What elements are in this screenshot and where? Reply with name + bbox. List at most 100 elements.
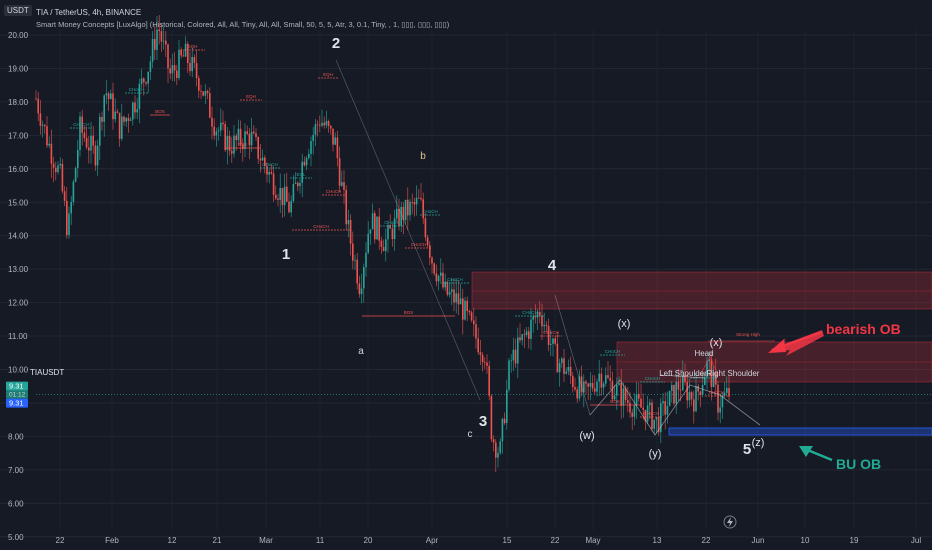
candle-body bbox=[426, 237, 429, 246]
candle-body bbox=[547, 325, 550, 345]
candle-body bbox=[44, 124, 46, 127]
candle-body bbox=[407, 199, 409, 216]
structure-label: CHoCH bbox=[129, 87, 145, 92]
candle-body bbox=[116, 111, 119, 113]
bullish-ob-label: BU OB bbox=[836, 456, 881, 472]
lightning-icon-bolt bbox=[727, 517, 733, 527]
candle-body bbox=[72, 181, 75, 202]
candle-body bbox=[657, 417, 660, 433]
wave-label-4: 4 bbox=[548, 257, 557, 274]
candle-body bbox=[719, 407, 721, 413]
candle-body bbox=[365, 252, 367, 268]
candle-body bbox=[77, 150, 79, 169]
wave-lines bbox=[335, 59, 761, 436]
candle-body bbox=[68, 213, 70, 236]
candle-body bbox=[391, 228, 394, 240]
symbol-legend[interactable]: TIA / TetherUS, 4h, BINANCE bbox=[36, 8, 142, 17]
price-axis[interactable]: 20.00 19.00 18.00 17.00 16.00 15.00 14.00 13.00… bbox=[6, 31, 29, 542]
price-tick-label: 13.00 bbox=[8, 265, 29, 274]
candle-body bbox=[321, 122, 323, 126]
candle-body bbox=[57, 165, 59, 173]
candle-body bbox=[569, 366, 572, 376]
time-tick-label: 20 bbox=[364, 536, 373, 545]
candle-body bbox=[563, 358, 565, 374]
candle-body bbox=[440, 272, 442, 276]
candle-body bbox=[110, 93, 112, 99]
candle-body bbox=[169, 68, 171, 74]
candle-body bbox=[220, 122, 222, 131]
candle-body bbox=[371, 213, 374, 230]
candle-body bbox=[684, 374, 686, 382]
candle-body bbox=[607, 375, 609, 378]
symbol-tag: TIAUSDT bbox=[30, 368, 65, 377]
candle-body bbox=[655, 417, 658, 420]
candle-body bbox=[376, 216, 378, 240]
candle-body bbox=[521, 334, 523, 341]
candle-body bbox=[393, 218, 396, 240]
structure-label: EQL bbox=[296, 172, 306, 177]
candlesticks bbox=[35, 15, 730, 472]
price-badge-2-bg bbox=[6, 398, 28, 408]
price-tick-label: 17.00 bbox=[8, 131, 29, 140]
indicator-legend[interactable]: Smart Money Concepts [LuxAlgo] (Historic… bbox=[36, 20, 450, 29]
candle-body bbox=[543, 324, 545, 327]
price-tick-label: 12.00 bbox=[8, 299, 29, 308]
candle-body bbox=[565, 371, 567, 374]
candle-body bbox=[508, 360, 510, 390]
candle-body bbox=[594, 388, 596, 392]
candle-body bbox=[380, 240, 383, 247]
structure-label: BOS bbox=[404, 310, 414, 315]
candle-body bbox=[125, 117, 127, 122]
price-tick-label: 8.00 bbox=[8, 432, 24, 441]
candle-body bbox=[228, 135, 231, 151]
candle-body bbox=[697, 385, 699, 392]
candle-body bbox=[202, 91, 204, 96]
candle-body bbox=[695, 385, 697, 412]
candle-body bbox=[118, 112, 121, 139]
price-tick-label: 19.00 bbox=[8, 64, 29, 73]
candle-body bbox=[363, 267, 365, 289]
time-tick-label: Jun bbox=[752, 536, 765, 545]
candle-body bbox=[180, 49, 182, 56]
neckline bbox=[659, 374, 706, 379]
candle-body bbox=[222, 122, 224, 125]
candle-body bbox=[622, 388, 625, 406]
candle-body bbox=[209, 93, 211, 118]
time-tick-label: Feb bbox=[105, 536, 119, 545]
candle-body bbox=[327, 121, 330, 126]
time-tick-label: 19 bbox=[850, 536, 859, 545]
candle-body bbox=[411, 201, 413, 203]
candle-body bbox=[70, 201, 72, 214]
candle-body bbox=[314, 124, 317, 135]
candle-body bbox=[499, 441, 501, 453]
currency-badge[interactable]: USDT bbox=[4, 5, 32, 16]
candle-body bbox=[231, 150, 233, 154]
candle-body bbox=[305, 158, 308, 166]
time-axis[interactable]: 22 Feb 12 21 Mar 11 20 Apr 15 22 May 13 22 Jun 10 19 Jul bbox=[56, 536, 922, 545]
candle-body bbox=[140, 78, 143, 84]
wave-line-4-w bbox=[554, 294, 591, 416]
candle-body bbox=[332, 128, 334, 145]
candle-body bbox=[503, 418, 506, 424]
price-tick-label: 20.00 bbox=[8, 31, 29, 40]
time-tick-label: 22 bbox=[702, 536, 711, 545]
smc-markers: EQH EQH EQH CHoCH CHoCH BOS CHoCH CHoCH EQL BOS CH… bbox=[70, 44, 728, 418]
candle-body bbox=[312, 134, 314, 142]
candle-body bbox=[574, 387, 576, 390]
candle-body bbox=[561, 358, 563, 364]
candle-body bbox=[699, 391, 702, 395]
candle-body bbox=[74, 168, 77, 182]
candle-body bbox=[178, 49, 180, 79]
candle-body bbox=[367, 233, 369, 253]
candle-body bbox=[536, 311, 539, 318]
structure-label: CHoCH bbox=[73, 122, 89, 127]
candle-body bbox=[671, 384, 673, 391]
candle-body bbox=[338, 158, 341, 186]
candle-body bbox=[360, 288, 363, 294]
candle-body bbox=[488, 365, 490, 396]
structure-label: CHoCH bbox=[709, 390, 725, 395]
candle-body bbox=[176, 70, 178, 79]
candle-body bbox=[63, 191, 66, 201]
